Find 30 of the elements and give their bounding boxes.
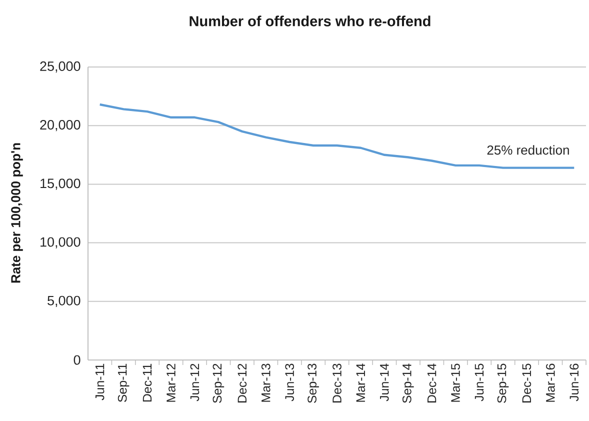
x-tick-label: Jun-12 xyxy=(190,364,200,402)
x-tick-label: Dec-15 xyxy=(522,364,532,402)
x-tick-label: Mar-16 xyxy=(546,364,555,402)
x-tick-label: Dec-12 xyxy=(238,364,247,402)
y-tick-label: 10,000 xyxy=(40,237,80,248)
x-tick-label: Jun-15 xyxy=(474,364,484,402)
x-tick-label: Mar-15 xyxy=(451,364,460,402)
y-tick-label: 25,000 xyxy=(40,61,80,73)
x-tick-label: Sep-13 xyxy=(308,364,319,403)
y-tick-label: 5,000 xyxy=(48,296,80,307)
x-tick-label: Jun-13 xyxy=(285,364,294,402)
x-tick-label: Sep-15 xyxy=(497,364,509,403)
x-tick-label: Dec-11 xyxy=(142,364,152,402)
x-tick-label: Sep-11 xyxy=(118,364,130,402)
x-tick-label: Mar-13 xyxy=(261,364,270,402)
annotation: 25% reduction xyxy=(487,145,569,155)
x-tick-label: Sep-12 xyxy=(212,364,224,403)
y-tick-label: 0 xyxy=(74,355,80,365)
y-axis-title: Rate per 100,000 pop'n xyxy=(11,143,23,283)
x-tick-label: Mar-14 xyxy=(356,364,366,402)
y-tick-label: 20,000 xyxy=(40,120,80,132)
x-tick-label: Jun-11 xyxy=(96,364,104,400)
x-tick-label: Jun-14 xyxy=(380,364,389,402)
y-tick-label: 15,000 xyxy=(40,178,80,190)
x-tick-label: Dec-14 xyxy=(428,364,436,402)
x-tick-label: Sep-14 xyxy=(402,364,414,403)
x-tick-label: Mar-12 xyxy=(166,364,176,402)
x-tick-label: Jun-16 xyxy=(570,364,579,402)
x-tick-label: Dec-13 xyxy=(332,364,342,402)
chart-title: Number of offenders who re-offend xyxy=(190,16,430,26)
